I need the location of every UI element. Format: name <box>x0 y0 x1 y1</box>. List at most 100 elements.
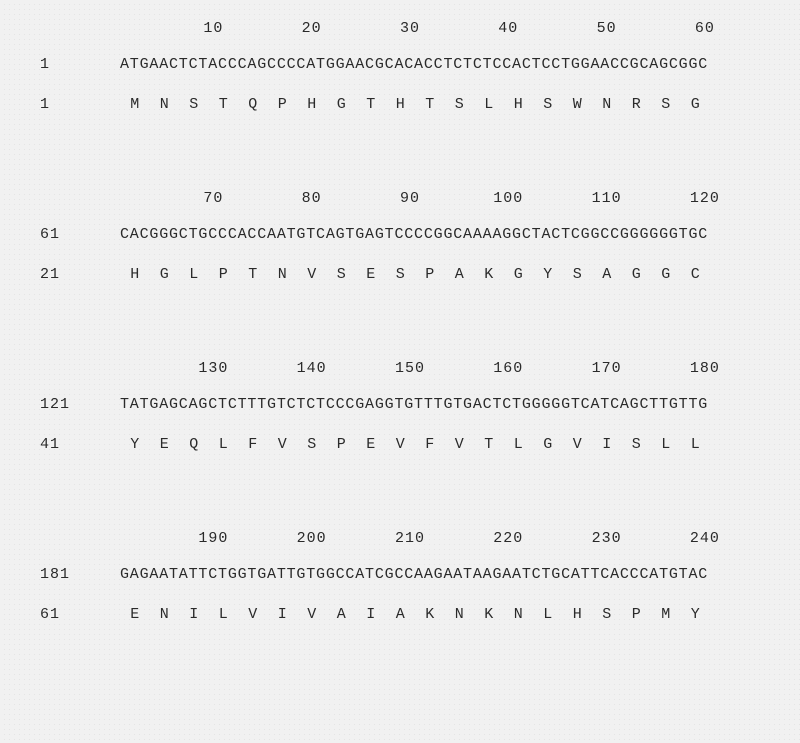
aa-residue: G <box>504 266 534 283</box>
aa-residue: V <box>297 266 327 283</box>
ruler-tick: 80 <box>302 190 322 207</box>
amino-acid-row: 41YEQLFVSPEVFVTLGVISLL <box>40 436 800 470</box>
ruler-tick: 220 <box>493 530 523 547</box>
nt-sequence: GAGAATATTCTGGTGATTGTGGCCATCGCCAAGAATAAGA… <box>120 566 708 583</box>
aa-residue: V <box>238 606 268 623</box>
nt-start-position: 121 <box>40 396 120 413</box>
nucleotide-row: 1ATGAACTCTACCCAGCCCCATGGAACGCACACCTCTCTC… <box>40 56 800 90</box>
nucleotide-row: 61CACGGGCTGCCCACCAATGTCAGTGAGTCCCCGGCAAA… <box>40 226 800 260</box>
ruler-tick: 50 <box>597 20 617 37</box>
aa-start-position: 1 <box>40 96 120 113</box>
aa-residue: K <box>474 606 504 623</box>
aa-residue: V <box>445 436 475 453</box>
aa-sequence: MNSTQPHGTHTSLHSWNRSG <box>120 96 710 113</box>
aa-residue: N <box>445 606 475 623</box>
ruler-tick: 200 <box>297 530 327 547</box>
aa-residue: S <box>297 436 327 453</box>
nt-sequence: ATGAACTCTACCCAGCCCCATGGAACGCACACCTCTCTCC… <box>120 56 708 73</box>
ruler-tick: 240 <box>690 530 720 547</box>
aa-residue: Y <box>681 606 711 623</box>
ruler-tick: 30 <box>400 20 420 37</box>
aa-residue: G <box>622 266 652 283</box>
aa-residue: P <box>415 266 445 283</box>
ruler-tick: 130 <box>198 360 228 377</box>
aa-residue: P <box>209 266 239 283</box>
aa-residue: T <box>474 436 504 453</box>
aa-residue: V <box>563 436 593 453</box>
aa-residue: I <box>356 606 386 623</box>
nt-start-position: 61 <box>40 226 120 243</box>
aa-residue: Y <box>120 436 150 453</box>
aa-residue: H <box>504 96 534 113</box>
aa-start-position: 21 <box>40 266 120 283</box>
aa-residue: V <box>268 436 298 453</box>
aa-residue: L <box>681 436 711 453</box>
aa-residue: Q <box>238 96 268 113</box>
amino-acid-row: 21HGLPTNVSESPAKGYSAGGC <box>40 266 800 300</box>
aa-residue: N <box>150 606 180 623</box>
aa-residue: N <box>592 96 622 113</box>
aa-sequence: YEQLFVSPEVFVTLGVISLL <box>120 436 710 453</box>
aa-residue: S <box>651 96 681 113</box>
position-ruler: 708090100110120 <box>120 190 710 224</box>
aa-residue: H <box>563 606 593 623</box>
ruler-tick: 140 <box>297 360 327 377</box>
ruler-tick: 230 <box>592 530 622 547</box>
aa-residue: S <box>327 266 357 283</box>
aa-residue: G <box>150 266 180 283</box>
nt-sequence: TATGAGCAGCTCTTTGTCTCTCCCGAGGTGTTTGTGACTC… <box>120 396 708 413</box>
aa-residue: G <box>681 96 711 113</box>
ruler-tick: 100 <box>493 190 523 207</box>
ruler-tick: 40 <box>498 20 518 37</box>
position-ruler: 102030405060 <box>120 20 710 54</box>
aa-residue: S <box>533 96 563 113</box>
aa-residue: S <box>179 96 209 113</box>
aa-residue: Y <box>533 266 563 283</box>
nucleotide-row: 121TATGAGCAGCTCTTTGTCTCTCCCGAGGTGTTTGTGA… <box>40 396 800 430</box>
aa-residue: S <box>445 96 475 113</box>
aa-residue: L <box>651 436 681 453</box>
aa-residue: C <box>681 266 711 283</box>
aa-residue: L <box>209 606 239 623</box>
aa-residue: S <box>592 606 622 623</box>
aa-residue: L <box>179 266 209 283</box>
aa-residue: V <box>297 606 327 623</box>
aa-residue: P <box>622 606 652 623</box>
ruler-tick: 90 <box>400 190 420 207</box>
ruler-tick: 160 <box>493 360 523 377</box>
aa-residue: E <box>356 436 386 453</box>
aa-residue: L <box>504 436 534 453</box>
aa-residue: F <box>238 436 268 453</box>
amino-acid-row: 1MNSTQPHGTHTSLHSWNRSG <box>40 96 800 130</box>
aa-residue: A <box>592 266 622 283</box>
aa-residue: P <box>327 436 357 453</box>
nt-sequence: CACGGGCTGCCCACCAATGTCAGTGAGTCCCCGGCAAAAG… <box>120 226 708 243</box>
ruler-tick: 70 <box>203 190 223 207</box>
aa-residue: E <box>120 606 150 623</box>
nt-start-position: 1 <box>40 56 120 73</box>
position-ruler: 190200210220230240 <box>120 530 710 564</box>
ruler-tick: 210 <box>395 530 425 547</box>
ruler-tick: 110 <box>592 190 622 207</box>
ruler-tick: 190 <box>198 530 228 547</box>
nucleotide-row: 181GAGAATATTCTGGTGATTGTGGCCATCGCCAAGAATA… <box>40 566 800 600</box>
aa-residue: L <box>533 606 563 623</box>
aa-residue: I <box>179 606 209 623</box>
aa-residue: T <box>238 266 268 283</box>
aa-residue: A <box>445 266 475 283</box>
aa-residue: G <box>651 266 681 283</box>
aa-residue: A <box>327 606 357 623</box>
aa-residue: E <box>150 436 180 453</box>
ruler-tick: 120 <box>690 190 720 207</box>
aa-residue: I <box>268 606 298 623</box>
ruler-tick: 10 <box>203 20 223 37</box>
aa-residue: S <box>563 266 593 283</box>
sequence-block: 1020304050601ATGAACTCTACCCAGCCCCATGGAACG… <box>40 20 800 130</box>
aa-residue: N <box>268 266 298 283</box>
aa-residue: N <box>150 96 180 113</box>
ruler-tick: 60 <box>695 20 715 37</box>
aa-residue: T <box>356 96 386 113</box>
aa-sequence: HGLPTNVSESPAKGYSAGGC <box>120 266 710 283</box>
aa-residue: W <box>563 96 593 113</box>
aa-residue: G <box>533 436 563 453</box>
